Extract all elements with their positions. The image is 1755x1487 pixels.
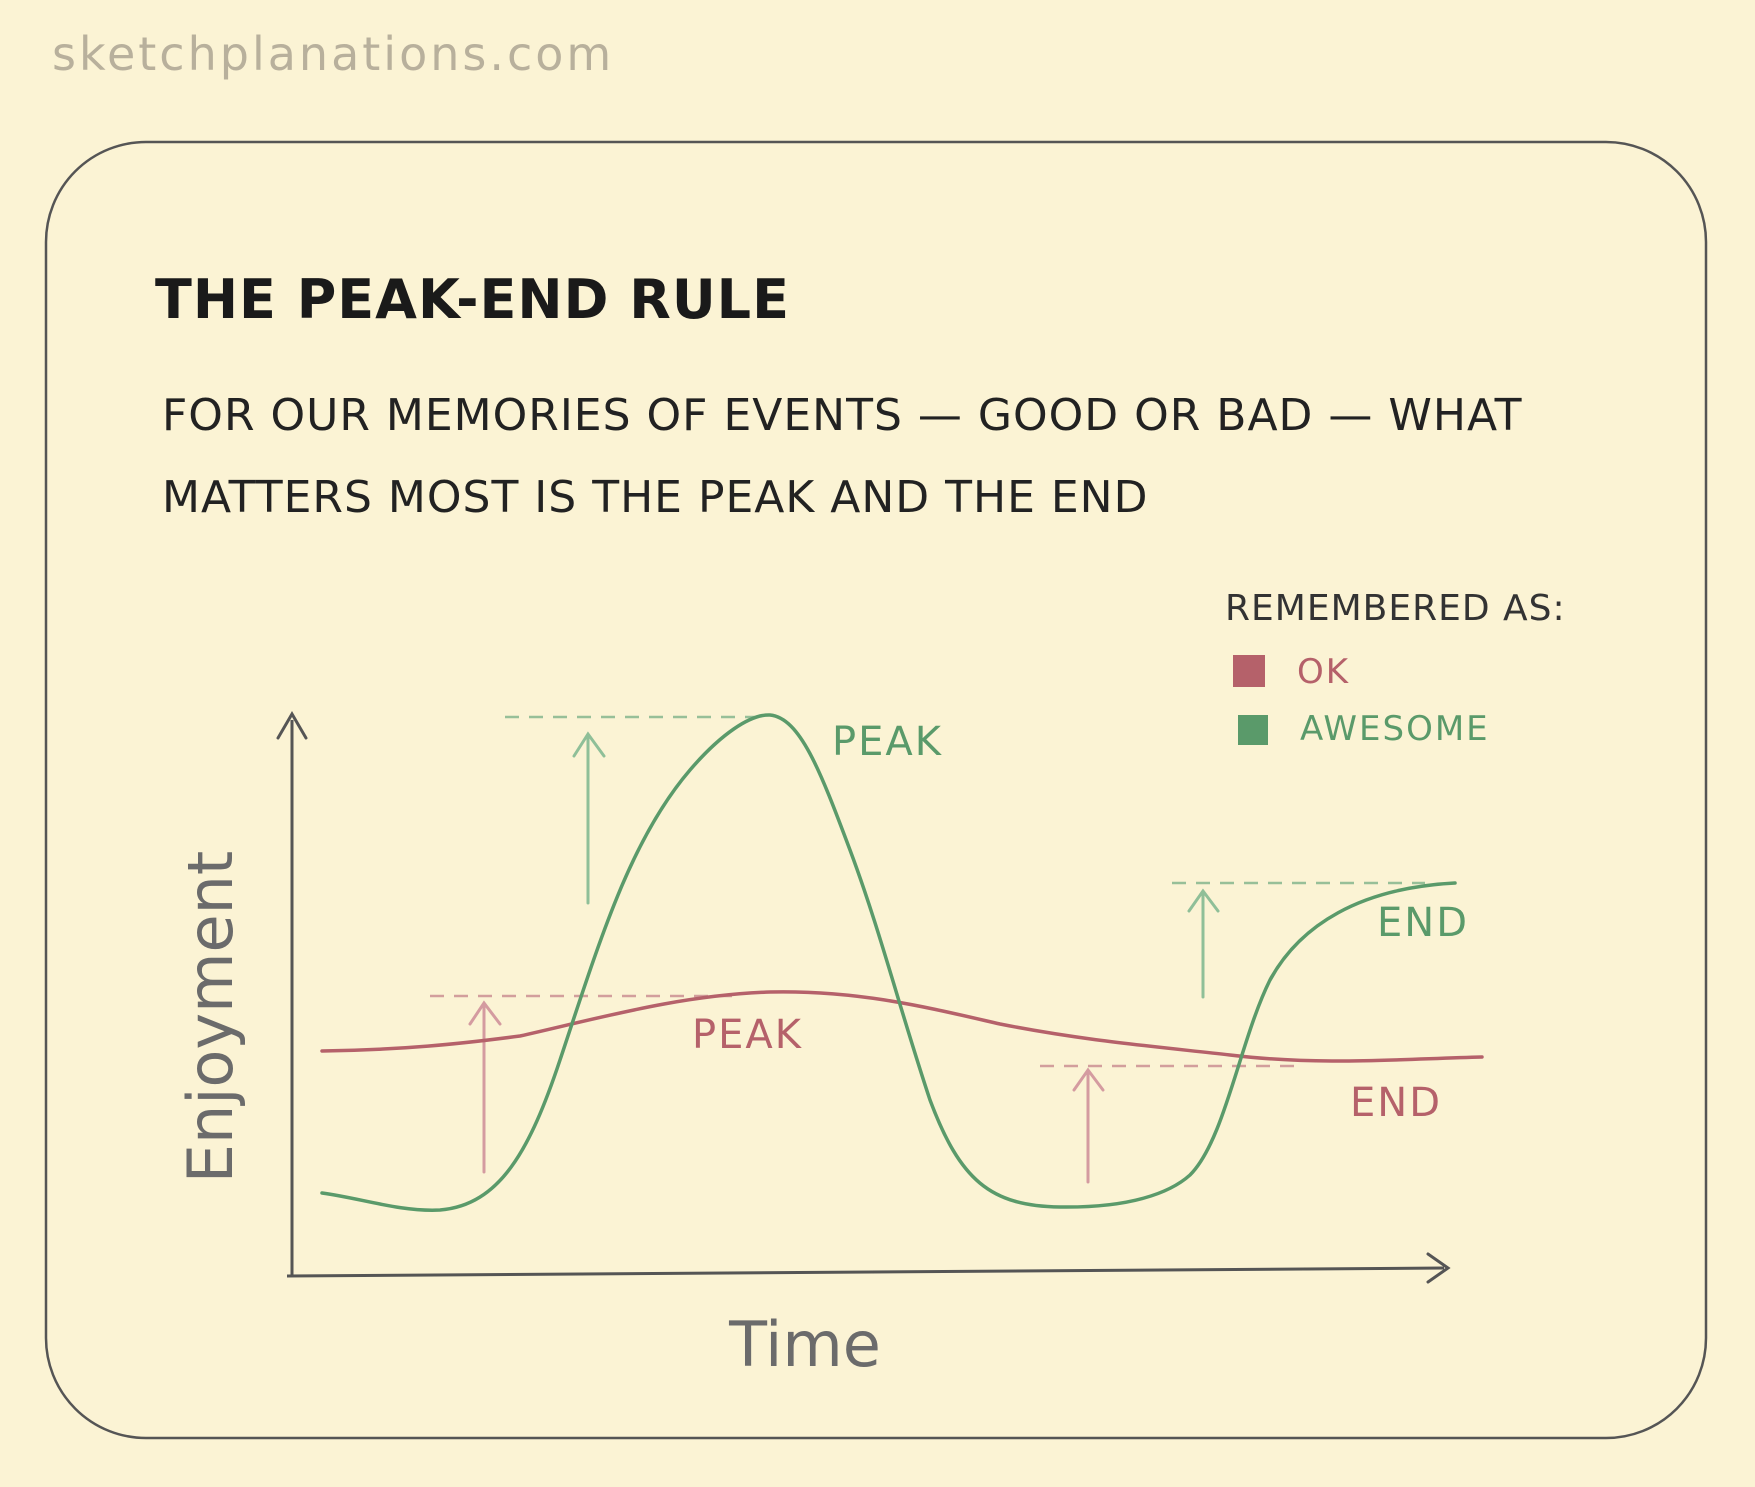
y-axis-arrowhead [276,711,308,740]
awesome-end-label: END [1377,900,1469,946]
legend-swatch-awesome [1238,715,1268,745]
legend-label-ok: OK [1297,652,1350,692]
y-axis-label: Enjoyment [174,851,247,1183]
awesome-end-arrow [1187,888,1220,999]
awesome-peak-label: PEAK [832,719,943,765]
site-watermark: sketchplanations.com [52,27,614,81]
subtitle-line-2: MATTERS MOST IS THE PEAK AND THE END [162,472,1148,523]
page-title: THE PEAK-END RULE [155,268,790,331]
ok-end-arrow [1072,1067,1105,1184]
ok-peak-arrow [468,1000,502,1174]
x-axis-line [286,1266,1445,1278]
x-axis-label: Time [728,1308,881,1381]
legend-swatch-ok [1233,655,1265,687]
legend-title: REMEMBERED AS: [1225,588,1566,629]
subtitle-line-1: FOR OUR MEMORIES OF EVENTS — GOOD OR BAD… [162,390,1523,441]
awesome-curve [320,713,1457,1212]
card-frame [44,140,1708,1440]
ok-end-label: END [1350,1080,1442,1126]
x-axis-arrowhead [1426,1252,1451,1284]
legend-label-awesome: AWESOME [1300,709,1490,749]
awesome-peak-arrow [572,731,606,905]
ok-curve [320,990,1484,1063]
ok-peak-label: PEAK [692,1012,803,1058]
